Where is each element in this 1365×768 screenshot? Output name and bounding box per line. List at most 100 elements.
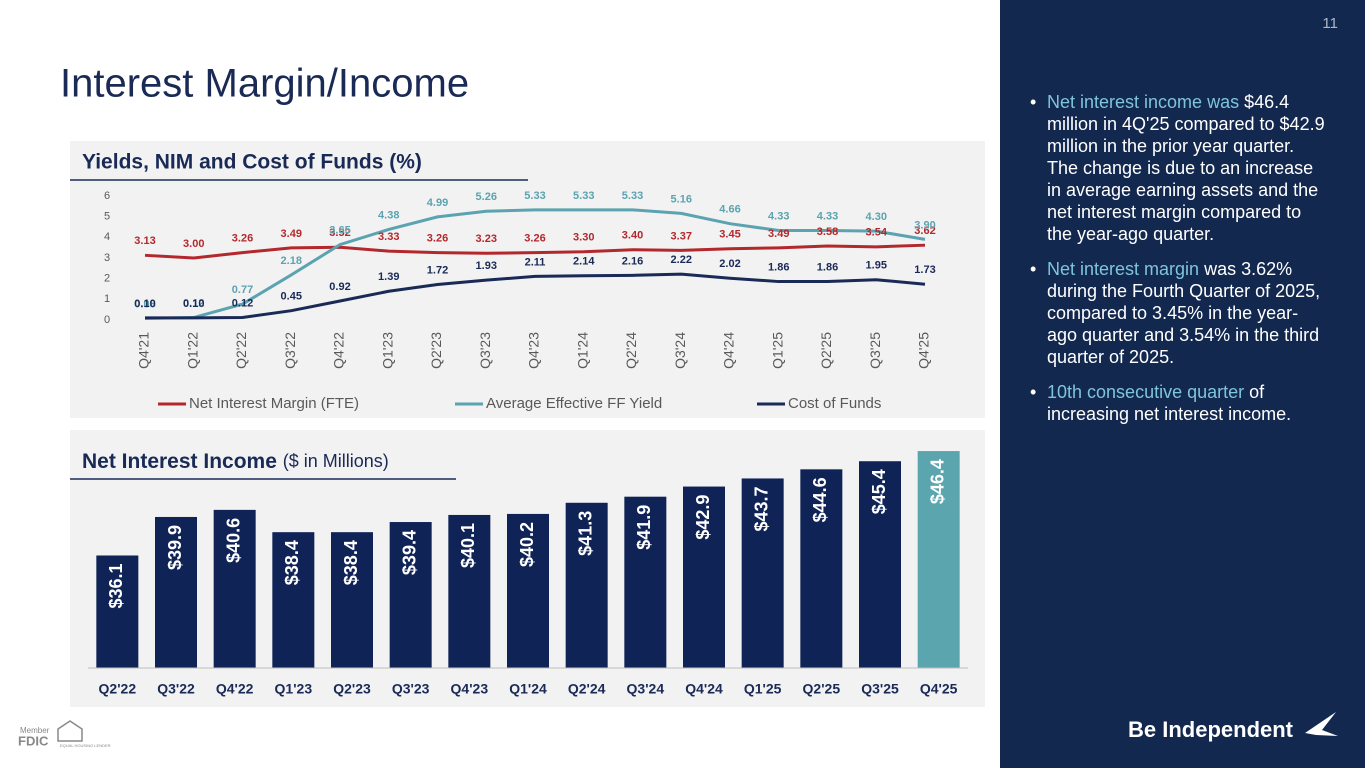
- bar: [96, 555, 139, 668]
- data-label: 3.37: [671, 230, 692, 242]
- data-label: 3.26: [232, 233, 253, 245]
- bar: [917, 451, 960, 668]
- data-label: $38.4: [341, 540, 361, 585]
- x-tick-label: Q4'21: [136, 332, 152, 369]
- bar: [565, 502, 608, 668]
- data-label: 3.65: [329, 224, 350, 236]
- fdic-member: Member: [20, 726, 50, 735]
- bullet-highlight: Net interest margin: [1047, 259, 1200, 279]
- data-label: $40.1: [458, 523, 478, 568]
- data-label: 5.33: [622, 190, 643, 202]
- data-label: 0.10: [134, 298, 155, 310]
- x-tick-label: Q2'22: [233, 332, 249, 369]
- data-label: 5.33: [573, 190, 594, 202]
- x-tick-label: Q4'24: [721, 332, 737, 369]
- data-label: 4.30: [866, 211, 887, 223]
- y-tick-label: 3: [104, 252, 110, 264]
- bar: [331, 532, 373, 668]
- data-label: 4.38: [378, 209, 399, 221]
- data-label: 0.92: [329, 281, 350, 293]
- x-tick-label: Q4'25: [920, 681, 958, 697]
- legend-label: Cost of Funds: [788, 395, 881, 412]
- y-tick-label: 1: [104, 293, 110, 305]
- data-label: 3.26: [524, 233, 545, 245]
- series-line: [145, 272, 926, 320]
- y-tick-label: 0: [104, 314, 110, 326]
- x-tick-label: Q3'25: [861, 681, 899, 697]
- x-tick-label: Q3'24: [627, 681, 665, 697]
- data-label: 3.00: [183, 238, 204, 250]
- x-tick-label: Q1'24: [574, 332, 590, 369]
- data-label: 2.11: [525, 256, 546, 268]
- bar: [859, 461, 901, 668]
- data-label: $43.7: [751, 486, 771, 531]
- x-tick-label: Q1'22: [184, 332, 200, 369]
- chart-title: Net Interest Income ($ in Millions): [82, 450, 389, 473]
- x-tick-label: Q4'22: [216, 681, 254, 697]
- legend-label: Net Interest Margin (FTE): [189, 395, 359, 412]
- data-label: 4.33: [817, 210, 838, 222]
- data-label: $45.4: [869, 469, 889, 514]
- data-label: $46.4: [927, 459, 947, 504]
- data-label: $39.9: [165, 525, 185, 570]
- data-label: 0.45: [281, 291, 302, 303]
- chart-panel: [70, 141, 985, 418]
- data-label: 3.30: [573, 232, 594, 244]
- data-label: 2.22: [671, 254, 692, 266]
- bar: [272, 532, 315, 668]
- fdic-logo: FDIC: [18, 733, 49, 748]
- data-label: 1.73: [914, 264, 935, 276]
- logo: Be Independent: [1128, 717, 1294, 742]
- data-label: 0.08: [134, 298, 155, 310]
- x-tick-label: Q4'25: [916, 332, 932, 369]
- x-tick-label: Q2'24: [623, 332, 639, 369]
- bar: [448, 514, 491, 668]
- data-label: $44.6: [810, 477, 830, 522]
- data-label: 3.52: [329, 227, 350, 239]
- page-number: 11: [1322, 15, 1338, 32]
- x-tick-label: Q4'23: [526, 332, 542, 369]
- data-label: 3.13: [134, 235, 155, 247]
- data-label: 4.99: [427, 197, 448, 209]
- y-tick-label: 4: [104, 231, 110, 243]
- data-label: $42.9: [693, 495, 713, 540]
- data-label: 3.40: [622, 230, 643, 242]
- data-label: $41.9: [634, 505, 654, 550]
- housing-icon: [57, 720, 83, 742]
- x-tick-label: Q3'22: [157, 681, 195, 697]
- data-label: 3.49: [281, 228, 302, 240]
- logo-bird: [1305, 712, 1338, 736]
- data-label: 2.18: [281, 255, 302, 267]
- bar: [155, 516, 197, 668]
- series-line: [144, 208, 926, 320]
- data-label: 5.33: [524, 190, 545, 202]
- x-tick-label: Q1'23: [275, 681, 313, 697]
- y-tick-label: 6: [104, 190, 110, 202]
- y-tick-label: 5: [104, 211, 110, 223]
- x-tick-label: Q3'25: [867, 332, 883, 369]
- bullet-highlight: Net interest income was: [1047, 92, 1240, 112]
- x-tick-label: Q3'22: [282, 332, 298, 369]
- bullet-list: Net interest income was $46.4 million in…: [1030, 91, 1326, 438]
- data-label: 1.86: [817, 261, 838, 273]
- bullet-text: was 3.62% during the Fourth Quarter of 2…: [1047, 259, 1321, 367]
- data-label: 0.12: [232, 297, 253, 309]
- bar: [741, 478, 784, 668]
- data-label: 0.10: [183, 298, 204, 310]
- bar: [213, 509, 256, 668]
- x-tick-label: Q3'24: [672, 332, 688, 369]
- x-tick-label: Q4'24: [685, 681, 723, 697]
- data-label: 3.62: [914, 225, 935, 237]
- x-tick-label: Q4'22: [331, 332, 347, 369]
- data-label: 3.90: [914, 219, 935, 231]
- data-label: 3.45: [719, 229, 740, 241]
- data-label: $41.3: [575, 511, 595, 556]
- bullet: 10th consecutive quarter of increasing n…: [1030, 381, 1326, 425]
- data-label: $38.4: [282, 540, 302, 585]
- data-label: 1.39: [378, 271, 399, 283]
- data-label: 2.14: [573, 256, 595, 268]
- series-line: [144, 243, 926, 260]
- page-title: Interest Margin/Income: [60, 62, 469, 106]
- bullet-text: of increasing net interest income.: [1047, 382, 1292, 424]
- data-label: 5.16: [671, 193, 692, 205]
